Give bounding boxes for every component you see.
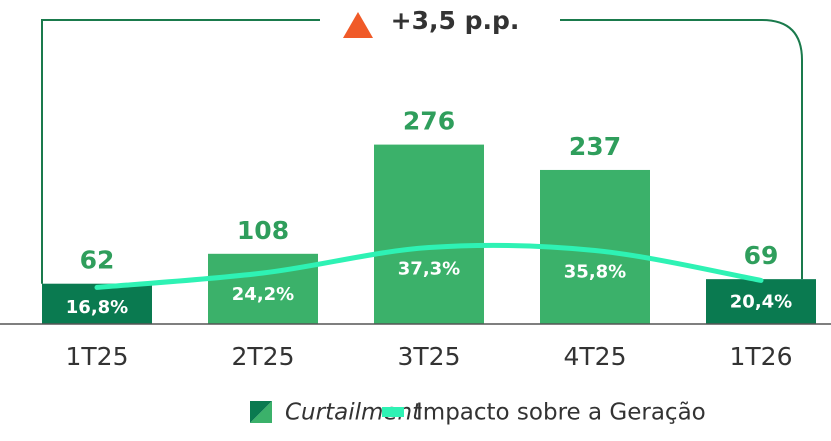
- x-tick-label: 1T25: [66, 342, 129, 371]
- line-value-label: 20,4%: [730, 291, 792, 312]
- legend-label: Impacto sobre a Geração: [416, 400, 706, 426]
- annotation-icon: [343, 12, 373, 38]
- x-tick-label: 3T25: [398, 342, 461, 371]
- x-tick-label: 1T26: [730, 342, 793, 371]
- bracket: [41, 19, 320, 284]
- bracket: [560, 19, 803, 280]
- line-value-label: 37,3%: [398, 259, 460, 280]
- line-value-label: 16,8%: [66, 297, 128, 318]
- annotation: +3,5 p.p.: [391, 6, 520, 35]
- bar-value-label: 237: [569, 132, 621, 161]
- legend-swatch: [250, 401, 272, 423]
- bar-value-label: 62: [80, 246, 115, 275]
- line-value-label: 24,2%: [232, 284, 294, 305]
- bar-value-label: 69: [744, 241, 779, 270]
- bar: [706, 279, 816, 324]
- bar: [374, 144, 484, 324]
- bar-value-label: 276: [403, 107, 455, 136]
- bar-value-label: 108: [237, 216, 289, 245]
- x-tick-label: 2T25: [232, 342, 295, 371]
- x-tick-label: 4T25: [564, 342, 627, 371]
- line-value-label: 35,8%: [564, 261, 626, 282]
- legend-swatch: [382, 407, 404, 417]
- line: [94, 242, 764, 290]
- bar: [42, 283, 152, 324]
